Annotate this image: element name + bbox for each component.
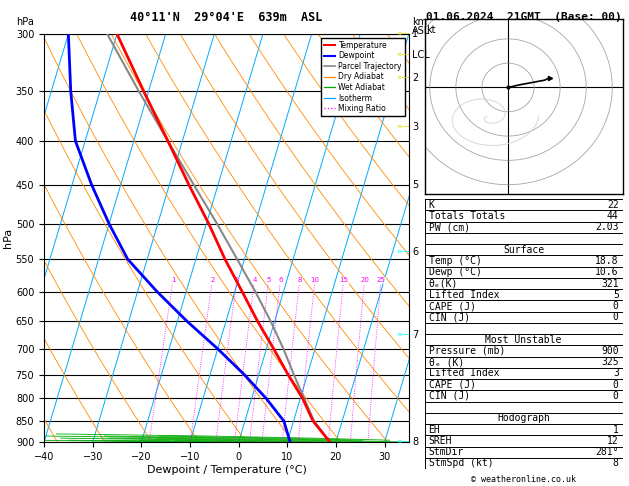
Text: «—: «— [397, 438, 410, 447]
Text: km: km [412, 17, 427, 27]
Text: Temp (°C): Temp (°C) [428, 256, 481, 266]
Text: 3: 3 [613, 368, 619, 379]
Text: 10: 10 [311, 278, 320, 283]
Text: 3: 3 [235, 278, 239, 283]
Text: 44: 44 [607, 211, 619, 221]
Text: «—: «— [397, 331, 410, 340]
Text: 1: 1 [171, 278, 175, 283]
Text: © weatheronline.co.uk: © weatheronline.co.uk [471, 474, 576, 484]
Text: PW (cm): PW (cm) [428, 223, 470, 232]
X-axis label: Dewpoint / Temperature (°C): Dewpoint / Temperature (°C) [147, 465, 306, 475]
Text: hPa: hPa [16, 17, 33, 27]
Text: K: K [428, 200, 435, 210]
Text: 25: 25 [377, 278, 386, 283]
Text: 5: 5 [613, 290, 619, 300]
Text: 0: 0 [613, 301, 619, 311]
Text: Lifted Index: Lifted Index [428, 290, 499, 300]
Text: kt: kt [426, 25, 436, 35]
Text: Surface: Surface [503, 245, 544, 255]
Text: 8: 8 [613, 458, 619, 469]
Text: 12: 12 [607, 436, 619, 446]
Text: 2: 2 [412, 73, 418, 83]
Text: 900: 900 [601, 346, 619, 356]
Text: 4: 4 [252, 278, 257, 283]
Text: LCL: LCL [412, 50, 430, 60]
Text: ASL: ASL [412, 26, 430, 36]
Text: StmSpd (kt): StmSpd (kt) [428, 458, 493, 469]
Text: 18.8: 18.8 [595, 256, 619, 266]
Text: 281°: 281° [595, 447, 619, 457]
Text: CIN (J): CIN (J) [428, 312, 470, 322]
Text: 7: 7 [412, 330, 418, 340]
Text: 6: 6 [278, 278, 283, 283]
Text: «—: «— [397, 51, 410, 60]
Text: Lifted Index: Lifted Index [428, 368, 499, 379]
Text: 5: 5 [412, 180, 418, 190]
Text: θₑ(K): θₑ(K) [428, 278, 458, 289]
Text: 8: 8 [412, 437, 418, 447]
Text: 2.03: 2.03 [595, 223, 619, 232]
Text: StmDir: StmDir [428, 447, 464, 457]
Text: 2: 2 [210, 278, 214, 283]
Text: Pressure (mb): Pressure (mb) [428, 346, 505, 356]
Text: CAPE (J): CAPE (J) [428, 380, 476, 390]
Text: «—: «— [397, 30, 410, 38]
Text: 325: 325 [601, 357, 619, 367]
Text: CAPE (J): CAPE (J) [428, 301, 476, 311]
Text: 22: 22 [607, 200, 619, 210]
Text: 321: 321 [601, 278, 619, 289]
Text: 6: 6 [412, 247, 418, 258]
Legend: Temperature, Dewpoint, Parcel Trajectory, Dry Adiabat, Wet Adiabat, Isotherm, Mi: Temperature, Dewpoint, Parcel Trajectory… [321, 38, 405, 116]
Text: SREH: SREH [428, 436, 452, 446]
Text: 40°11'N  29°04'E  639m  ASL: 40°11'N 29°04'E 639m ASL [130, 11, 323, 24]
Text: 0: 0 [613, 391, 619, 401]
Text: Dewp (°C): Dewp (°C) [428, 267, 481, 278]
Text: «—: «— [397, 123, 410, 132]
Text: 0: 0 [613, 312, 619, 322]
Text: «—: «— [397, 248, 410, 257]
Text: Hodograph: Hodograph [497, 414, 550, 423]
Text: 8: 8 [298, 278, 302, 283]
Text: θₑ (K): θₑ (K) [428, 357, 464, 367]
Text: 01.06.2024  21GMT  (Base: 00): 01.06.2024 21GMT (Base: 00) [426, 12, 621, 22]
Text: Totals Totals: Totals Totals [428, 211, 505, 221]
Text: «—: «— [397, 73, 410, 82]
Text: CIN (J): CIN (J) [428, 391, 470, 401]
Text: 20: 20 [360, 278, 369, 283]
Text: 10.6: 10.6 [595, 267, 619, 278]
Text: 1: 1 [613, 425, 619, 434]
Text: 5: 5 [267, 278, 271, 283]
Text: EH: EH [428, 425, 440, 434]
Text: 0: 0 [613, 380, 619, 390]
Y-axis label: hPa: hPa [3, 228, 13, 248]
Text: 1: 1 [412, 29, 418, 39]
Text: Most Unstable: Most Unstable [486, 335, 562, 345]
Text: 15: 15 [339, 278, 348, 283]
Text: 3: 3 [412, 122, 418, 132]
